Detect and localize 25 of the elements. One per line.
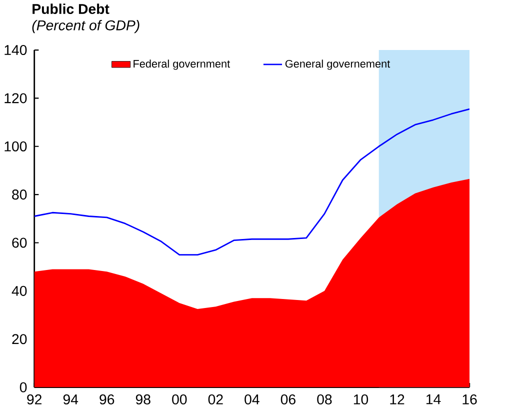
- x-tick-label: 16: [462, 394, 477, 404]
- y-tick-label: 60: [12, 238, 27, 248]
- x-tick-label: 92: [27, 394, 42, 404]
- x-tick-label: 04: [244, 394, 260, 404]
- y-tick-label: 20: [12, 334, 27, 344]
- chart-title: Public Debt: [32, 4, 110, 14]
- chart-subtitle: (Percent of GDP): [32, 20, 140, 34]
- y-tick-label: 0: [20, 382, 27, 392]
- y-tick-label: 40: [12, 286, 27, 296]
- legend-label: Federal government: [134, 60, 230, 70]
- x-tick-label: 98: [136, 394, 150, 404]
- x-tick-label: 94: [63, 394, 78, 404]
- x-tick-label: 00: [172, 394, 187, 404]
- y-tick-label: 80: [12, 190, 27, 200]
- x-tick-label: 14: [426, 394, 441, 404]
- x-tick-label: 10: [354, 394, 368, 404]
- y-tick-label: 140: [4, 45, 27, 56]
- legend-label: General governement: [285, 60, 390, 70]
- x-tick-label: 12: [390, 394, 404, 404]
- y-tick-label: 100: [4, 141, 27, 152]
- x-tick-label: 02: [208, 394, 223, 404]
- x-tick-label: 96: [100, 394, 114, 404]
- x-tick-label: 08: [317, 394, 332, 404]
- x-tick-label: 06: [280, 394, 296, 404]
- y-tick-label: 120: [4, 93, 27, 104]
